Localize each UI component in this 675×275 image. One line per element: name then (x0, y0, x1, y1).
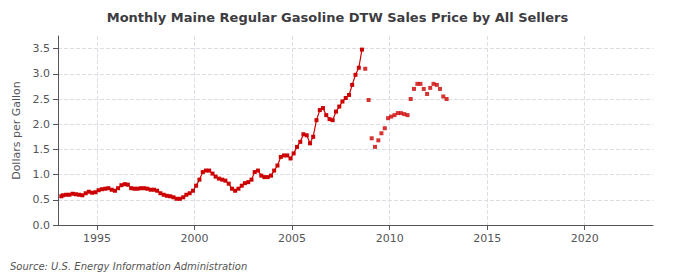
svg-text:2005: 2005 (278, 232, 306, 245)
svg-text:2.5: 2.5 (33, 93, 51, 106)
svg-text:Source: U.S. Energy Informatio: Source: U.S. Energy Information Administ… (10, 261, 247, 272)
svg-text:0.5: 0.5 (33, 193, 51, 206)
svg-text:2020: 2020 (571, 232, 599, 245)
svg-text:2.0: 2.0 (33, 118, 51, 131)
svg-text:Dollars per Gallon: Dollars per Gallon (10, 81, 23, 180)
svg-text:0.0: 0.0 (33, 219, 51, 232)
svg-text:1.5: 1.5 (33, 143, 51, 156)
svg-text:Monthly Maine Regular Gasoline: Monthly Maine Regular Gasoline DTW Sales… (107, 10, 569, 25)
svg-text:3.0: 3.0 (33, 67, 51, 80)
svg-text:2015: 2015 (473, 232, 501, 245)
svg-text:1.0: 1.0 (33, 168, 51, 181)
svg-text:2000: 2000 (181, 232, 209, 245)
svg-text:2010: 2010 (376, 232, 404, 245)
svg-text:3.5: 3.5 (33, 42, 51, 55)
svg-text:1995: 1995 (83, 232, 111, 245)
